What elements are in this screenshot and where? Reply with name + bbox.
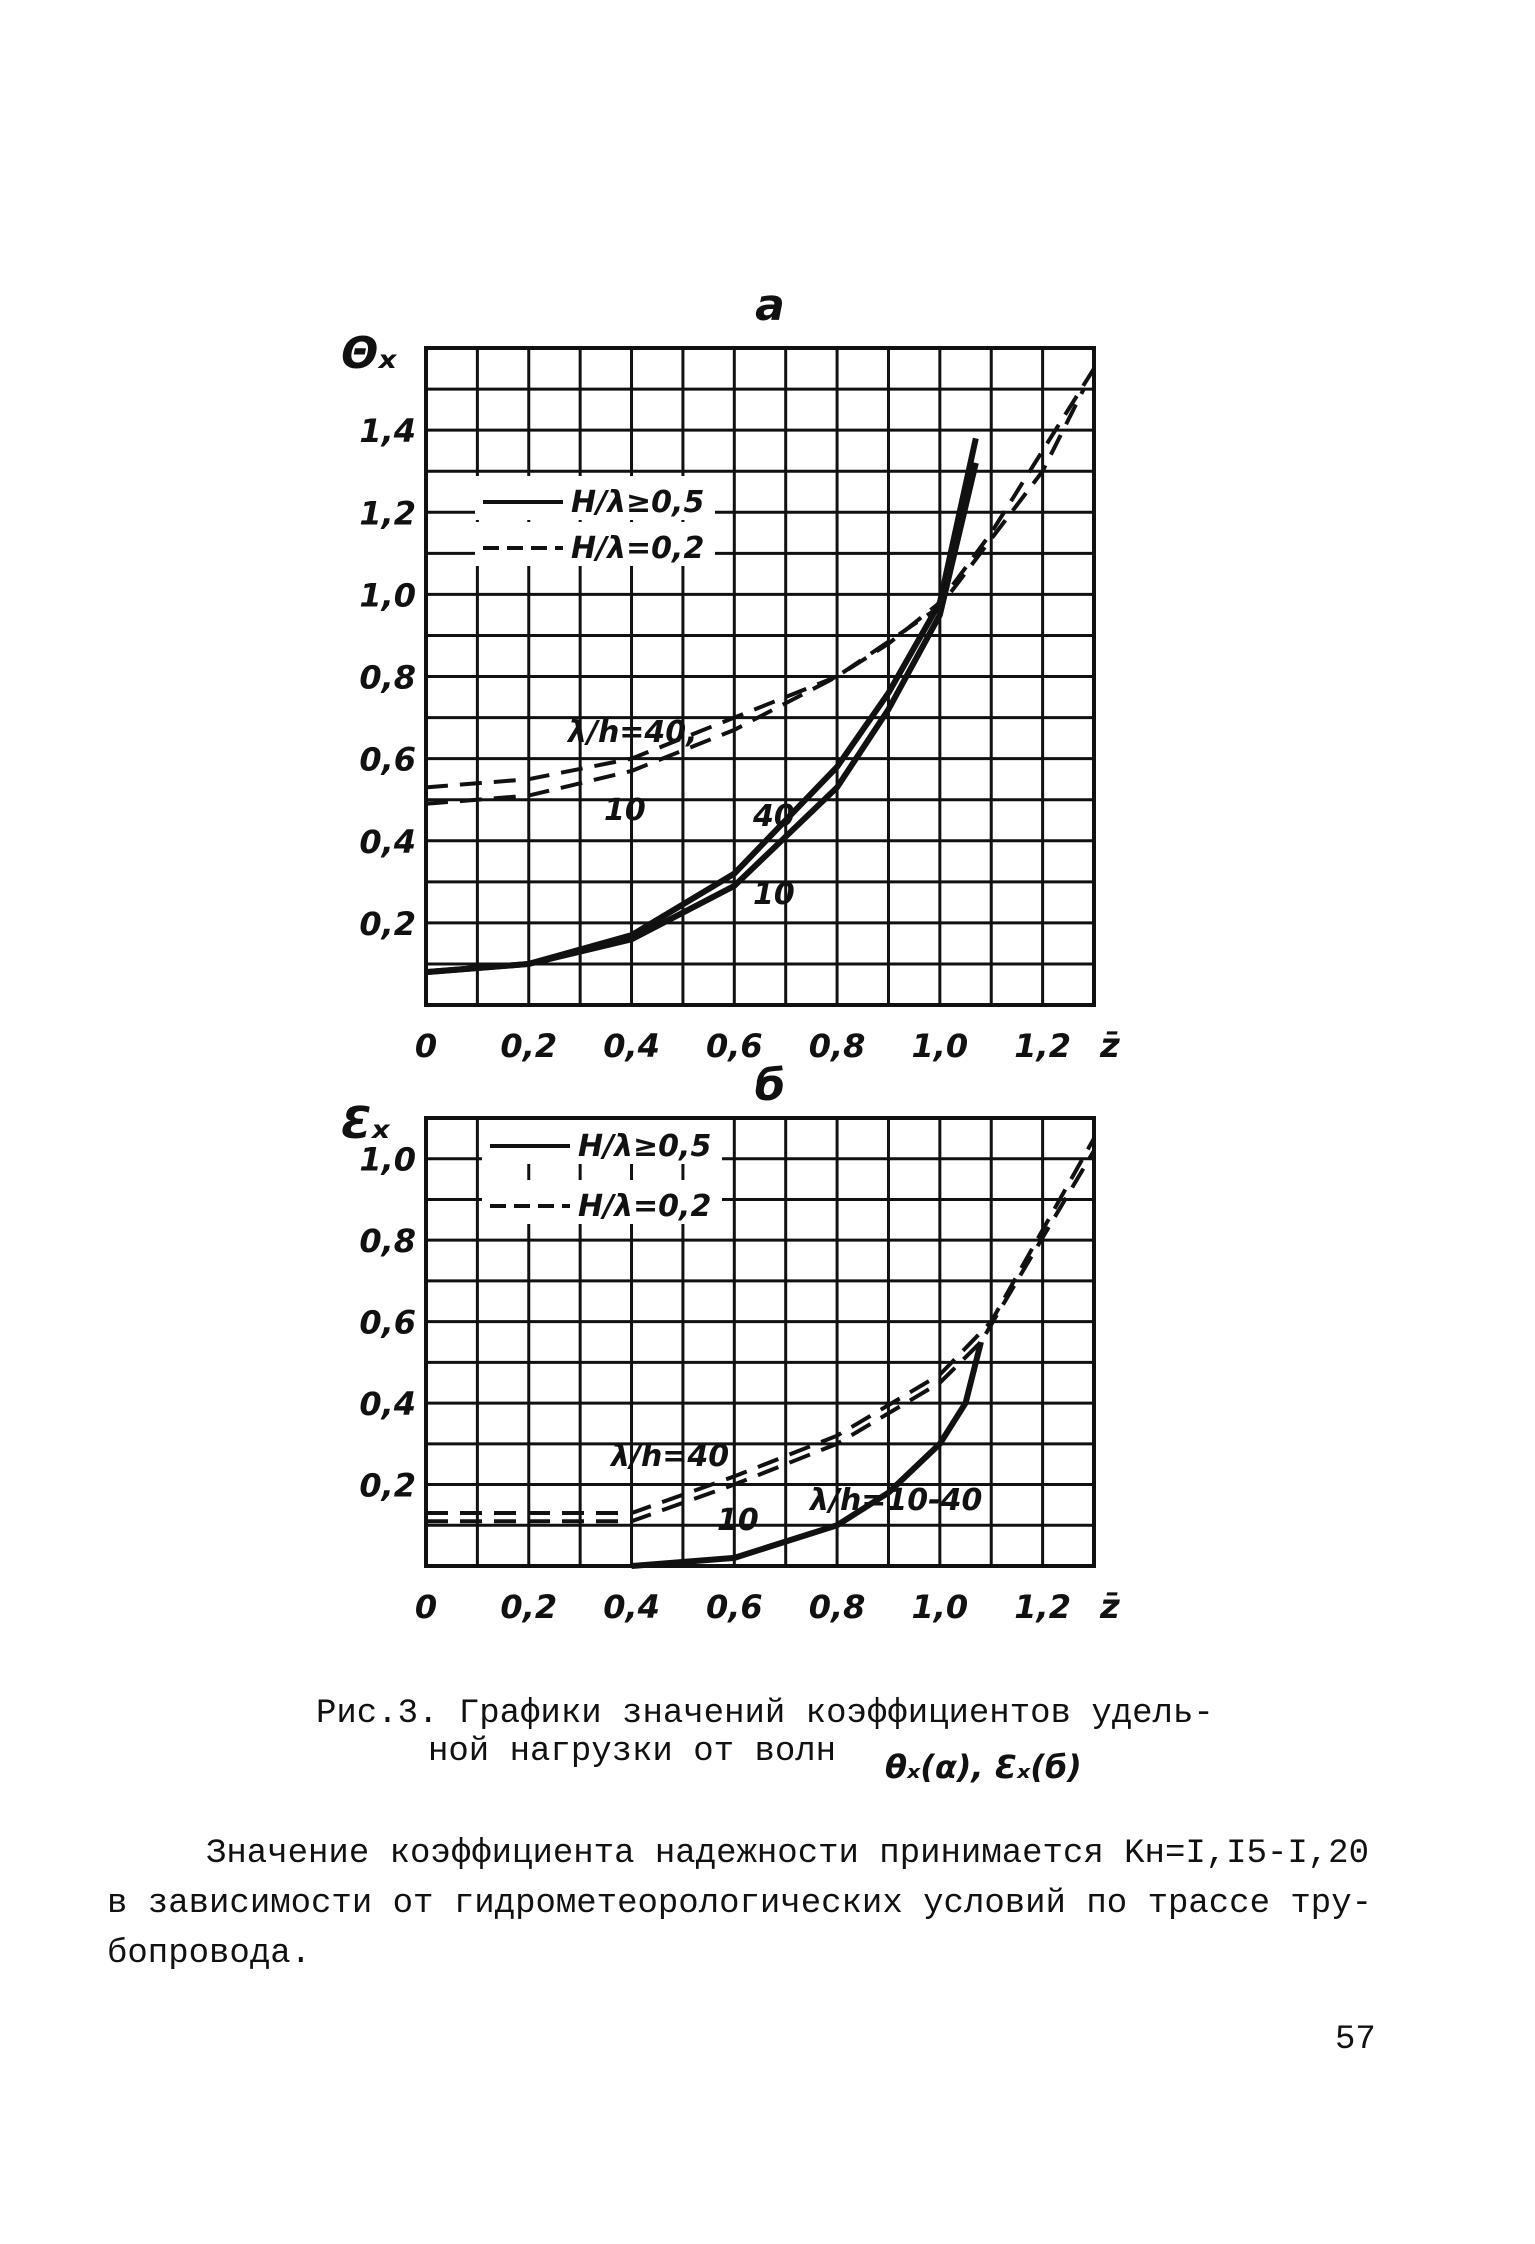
curve — [425, 388, 1086, 806]
caption-line: Рис.3. Графики значений коэффициентов уд… — [316, 1695, 1214, 1733]
x-tick-label: 0 — [415, 1027, 437, 1065]
y-tick-label: 0,2 — [359, 1467, 416, 1505]
curve — [425, 462, 979, 976]
curve-label: 10 — [717, 1503, 759, 1538]
curve-label: λ/h=40, — [566, 715, 698, 750]
paragraph-line: в зависимости от гидрометеорологических … — [107, 1885, 1372, 1923]
x-tick-label: 0,6 — [706, 1027, 763, 1065]
legend-label: H/λ≥0,5 — [578, 1129, 711, 1164]
y-axis-label: Θₓ — [341, 328, 397, 379]
x-axis-label: z̄ — [1099, 1026, 1120, 1066]
y-tick-label: 1,0 — [359, 576, 416, 614]
y-tick-label: 0,2 — [359, 905, 416, 943]
curve-label: λ/h=40 — [609, 1439, 729, 1474]
legend-label: H/λ=0,2 — [578, 1189, 711, 1224]
legend-label: H/λ=0,2 — [571, 531, 704, 566]
legend-label: H/λ≥0,5 — [571, 485, 704, 520]
x-tick-label: 0,4 — [603, 1588, 660, 1626]
x-tick-label: 1,2 — [1014, 1027, 1071, 1065]
curve — [426, 1149, 1096, 1524]
y-tick-label: 0,6 — [359, 1304, 416, 1342]
legend-box — [475, 476, 715, 520]
x-tick-label: 0,8 — [809, 1588, 866, 1626]
curve-label: 10 — [753, 877, 795, 912]
y-tick-label: 0,8 — [359, 1222, 416, 1260]
x-tick-label: 0 — [415, 1588, 437, 1626]
x-tick-label: 1,0 — [912, 1588, 969, 1626]
paragraph-line: бопровода. — [107, 1935, 311, 1973]
curve — [631, 1341, 984, 1569]
y-tick-label: 0,8 — [359, 659, 416, 697]
x-tick-label: 0,4 — [603, 1027, 660, 1065]
x-tick-label: 0,2 — [500, 1588, 557, 1626]
chart-title: б — [755, 1060, 786, 1111]
paragraph-line: Значение коэффициента надежности принима… — [206, 1835, 1369, 1873]
legend-box — [482, 1120, 722, 1164]
curve-label: 40 — [752, 799, 795, 834]
plot-frame — [424, 346, 1096, 1007]
curve — [425, 367, 1096, 790]
y-tick-label: 0,4 — [359, 1385, 416, 1423]
x-tick-label: 1,0 — [912, 1027, 969, 1065]
page-number: 57 — [1335, 2021, 1376, 2059]
y-tick-label: 1,2 — [359, 494, 416, 532]
y-tick-label: 1,0 — [359, 1141, 416, 1179]
x-tick-label: 1,2 — [1014, 1588, 1071, 1626]
legend-box — [482, 1180, 722, 1224]
legend-box — [475, 522, 715, 566]
x-axis-label: z̄ — [1099, 1587, 1120, 1627]
chart-title: a — [755, 280, 785, 331]
curve-label: 10 — [604, 793, 646, 828]
x-tick-label: 0,6 — [706, 1588, 763, 1626]
curve-label: λ/h=10-40 — [808, 1483, 982, 1518]
x-tick-label: 0,8 — [809, 1027, 866, 1065]
caption-line: ной нагрузки от волн — [428, 1733, 836, 1771]
caption-formula: θₓ(α), Ɛₓ(б) — [885, 1748, 1082, 1786]
y-axis-label: Ɛₓ — [341, 1098, 391, 1149]
plot-frame — [424, 1116, 1096, 1568]
y-tick-label: 0,6 — [359, 741, 416, 779]
x-tick-label: 0,2 — [500, 1027, 557, 1065]
y-tick-label: 1,4 — [359, 412, 416, 450]
y-tick-label: 0,4 — [359, 823, 416, 861]
